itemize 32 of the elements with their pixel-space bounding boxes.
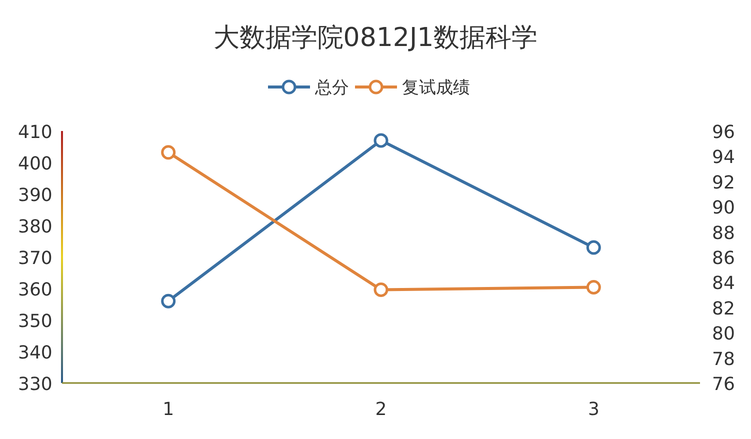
y2-tick-label: 78 bbox=[712, 348, 735, 370]
y2-tick-label: 76 bbox=[712, 374, 735, 395]
y-tick-label: 400 bbox=[18, 154, 52, 174]
point bbox=[586, 240, 601, 255]
point bbox=[374, 133, 388, 148]
y-tick-label: 370 bbox=[18, 248, 52, 269]
x-tick-label: 3 bbox=[588, 399, 600, 420]
x-tick-label: 1 bbox=[162, 399, 174, 420]
y2-tick-label: 92 bbox=[712, 172, 735, 194]
legend-label: 总分 bbox=[314, 78, 349, 98]
y2-tick-label: 80 bbox=[712, 324, 735, 345]
y-tick-label: 410 bbox=[18, 122, 52, 143]
legend-label: 复试成绩 bbox=[402, 78, 470, 98]
point bbox=[161, 294, 176, 308]
y2-tick-label: 84 bbox=[712, 273, 735, 294]
chart-title: 大数据学院0812J1数据科学 bbox=[213, 23, 538, 53]
point bbox=[374, 282, 388, 298]
y-tick-label: 390 bbox=[18, 185, 52, 206]
x-tick-label: 2 bbox=[375, 399, 387, 420]
y-tick-label: 340 bbox=[18, 342, 52, 364]
point bbox=[586, 280, 601, 294]
y2-tick-label: 90 bbox=[712, 198, 735, 219]
y-tick-label: 350 bbox=[18, 311, 52, 332]
y2-tick-label: 82 bbox=[712, 298, 735, 320]
y2-tick-label: 88 bbox=[712, 222, 735, 244]
y2-tick-label: 86 bbox=[712, 248, 735, 269]
y-tick-label: 360 bbox=[18, 280, 52, 300]
y-tick-label: 380 bbox=[18, 216, 52, 238]
y2-tick-label: 94 bbox=[712, 147, 735, 168]
point bbox=[161, 145, 176, 160]
y-tick-label: 330 bbox=[18, 374, 52, 395]
y2-tick-label: 96 bbox=[712, 122, 735, 143]
